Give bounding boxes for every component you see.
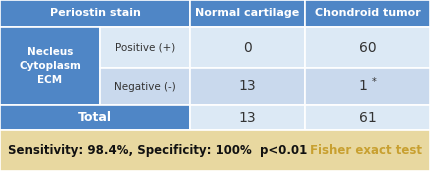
Bar xyxy=(100,27,190,68)
Text: Negative (-): Negative (-) xyxy=(114,82,176,91)
Text: 13: 13 xyxy=(239,80,256,94)
Bar xyxy=(0,0,190,27)
Text: *: * xyxy=(372,76,377,87)
Bar xyxy=(305,105,430,130)
Text: Total: Total xyxy=(78,111,112,124)
Text: Fisher exact test: Fisher exact test xyxy=(310,144,422,157)
Text: Chondroid tumor: Chondroid tumor xyxy=(315,9,421,18)
Text: 0: 0 xyxy=(243,41,252,55)
Text: Positive (+): Positive (+) xyxy=(115,43,175,52)
Bar xyxy=(190,27,305,68)
Bar xyxy=(0,27,100,105)
Text: 61: 61 xyxy=(359,110,376,124)
Bar xyxy=(305,0,430,27)
Bar xyxy=(190,0,305,27)
Text: 1: 1 xyxy=(358,80,367,94)
Bar xyxy=(305,27,430,68)
Text: 60: 60 xyxy=(359,41,376,55)
Bar xyxy=(305,68,430,105)
Text: Sensitivity: 98.4%, Specificity: 100%  p<0.01: Sensitivity: 98.4%, Specificity: 100% p<… xyxy=(8,144,307,157)
Text: Normal cartilage: Normal cartilage xyxy=(195,9,300,18)
Bar xyxy=(190,105,305,130)
Text: Necleus
Cytoplasm
ECM: Necleus Cytoplasm ECM xyxy=(19,47,81,85)
Text: Periostin stain: Periostin stain xyxy=(49,9,141,18)
Bar xyxy=(0,130,430,171)
Text: 13: 13 xyxy=(239,110,256,124)
Bar xyxy=(0,105,190,130)
Bar xyxy=(100,68,190,105)
Bar xyxy=(190,68,305,105)
